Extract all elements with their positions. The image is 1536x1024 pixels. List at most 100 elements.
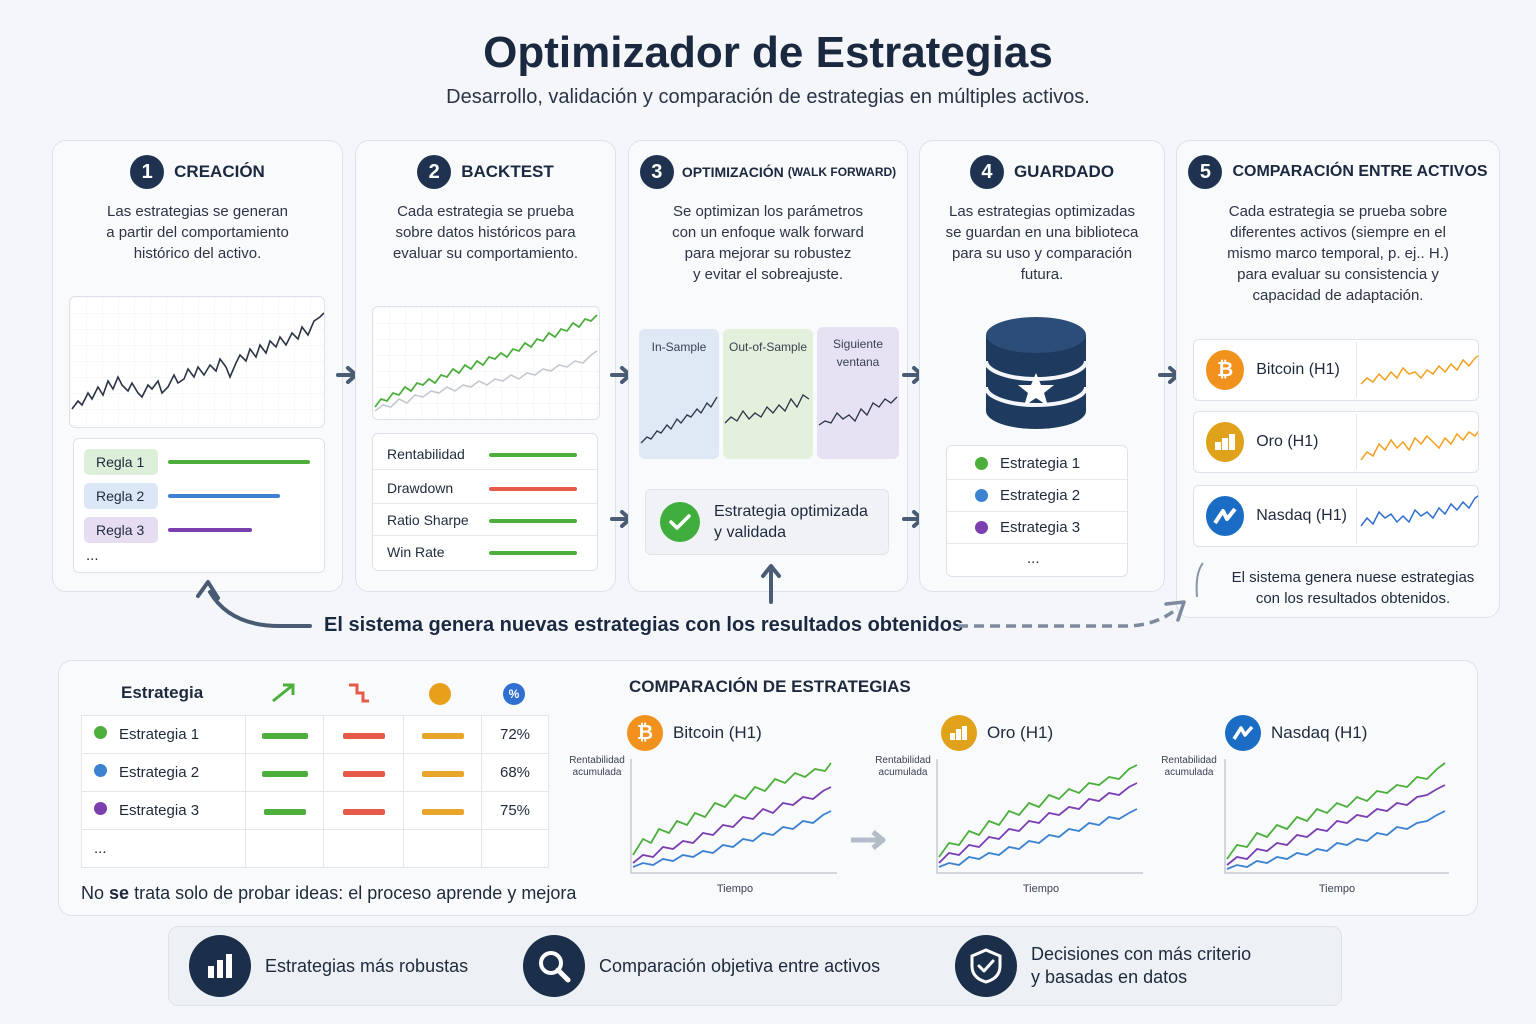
- rule-row: Regla 1: [84, 449, 158, 475]
- benchmark-line: [374, 350, 598, 412]
- metric-bar: [489, 519, 577, 523]
- series-purple: [632, 786, 832, 864]
- chart-asset-header: ₿ Bitcoin (H1): [627, 715, 762, 751]
- strategy-dot: [94, 726, 107, 739]
- strategy-line: [374, 314, 598, 408]
- strategy-dot: [975, 521, 988, 534]
- metric-bar: [342, 733, 385, 739]
- wf-line: [724, 394, 810, 424]
- step-description: Las estrategias optimizadas se guardan e…: [930, 201, 1154, 285]
- comparison-footer: No se trata solo de probar ideas: el pro…: [81, 883, 576, 904]
- strategy-dot: [975, 457, 988, 470]
- step-description: Se optimizan los parámetros con un enfoq…: [639, 201, 897, 285]
- result-line: y validada: [714, 524, 787, 541]
- benefit-line: y basadas en datos: [1031, 967, 1188, 987]
- optimized-result-text: Estrategia optimizada y validada: [714, 501, 868, 543]
- chart-asset-header: Nasdaq (H1): [1225, 715, 1367, 751]
- strategy-dot: [94, 764, 107, 777]
- chart-ylabel: Rentabilidad acumulada: [565, 755, 629, 779]
- wf-window-out-sample: Out-of-Sample: [723, 329, 813, 459]
- benefit-item: Decisiones con más criterio y basadas en…: [955, 927, 1251, 1005]
- asset-chart: ₿ Bitcoin (H1) Rentabilidad acumulada Ti…: [565, 713, 845, 903]
- metric-cell: [403, 791, 482, 830]
- asset-label: Oro (H1): [1256, 433, 1319, 450]
- ratio-icon: [429, 683, 451, 705]
- metric-label: Drawdown: [387, 479, 454, 496]
- benefits-bar: Estrategias más robustas Comparación obj…: [168, 926, 1342, 1006]
- asset-chart: Oro (H1) Rentabilidad acumulada Tiempo: [871, 713, 1151, 903]
- metric-cell: [245, 715, 324, 754]
- desc-line: a partir del comportamiento: [106, 224, 289, 241]
- benefit-label: Decisiones con más criterio y basadas en…: [1031, 943, 1251, 989]
- metric-bar: [421, 733, 464, 739]
- table-header-label: Estrategia: [121, 683, 204, 702]
- step-number: 4: [969, 155, 1004, 189]
- page-subtitle: Desarrollo, validación y comparación de …: [446, 86, 1090, 108]
- metric-bar: [342, 809, 385, 815]
- step-number: 3: [639, 155, 674, 189]
- series-blue: [938, 808, 1138, 868]
- step-number: 5: [1188, 155, 1223, 189]
- table-row: Estrategia 3 75%: [81, 791, 549, 830]
- metric-bar: [263, 809, 306, 815]
- desc-line: Cada estrategia se prueba: [397, 203, 574, 220]
- metric-bar: [489, 453, 577, 457]
- loop-back-arrow-icon: [196, 580, 312, 628]
- strategy-name: Estrategia 2: [119, 764, 200, 781]
- ylabel-line: acumulada: [878, 767, 928, 778]
- step-header: 3 OPTIMIZACIÓN (WALK FORWARD): [629, 155, 907, 189]
- metric-bar: [342, 771, 385, 777]
- step-comparacion-card: 5 COMPARACIÓN ENTRE ACTIVOS Cada estrate…: [1176, 140, 1500, 618]
- loop-note: El sistema genera nuevas estrategias con…: [324, 614, 964, 636]
- desc-line: histórico del activo.: [133, 245, 262, 262]
- footer-text: trata solo de probar ideas: el proceso a…: [134, 883, 577, 903]
- series-blue: [1226, 810, 1446, 870]
- series-purple: [1226, 784, 1446, 866]
- step-header: 4 GUARDADO: [920, 155, 1164, 189]
- benefit-item: Estrategias más robustas: [189, 927, 468, 1005]
- library-row: Estrategia 3: [947, 512, 1127, 544]
- step-title: COMPARACIÓN ENTRE ACTIVOS: [1232, 163, 1488, 180]
- loop-note-step5: El sistema genera nuese estrategias con …: [1213, 567, 1493, 609]
- step-header: 5 COMPARACIÓN ENTRE ACTIVOS: [1177, 155, 1499, 189]
- desc-line: para evaluar su consistencia y: [1237, 266, 1439, 283]
- page-title: Optimizador de Estrategias: [483, 28, 1053, 77]
- ylabel-line: acumulada: [1164, 767, 1214, 778]
- asset-sparkline: [1355, 488, 1478, 544]
- series-blue: [632, 810, 832, 868]
- metric-row: Ratio Sharpe: [373, 504, 597, 536]
- wf-window-label: Siguiente ventana: [832, 337, 884, 369]
- chart-svg: [936, 759, 1143, 874]
- benefit-label: Comparación objetiva entre activos: [599, 955, 881, 976]
- chart-asset-label: Bitcoin (H1): [673, 723, 762, 742]
- step-title-small: (WALK FORWARD): [787, 165, 897, 179]
- step-title: BACKTEST: [461, 162, 554, 181]
- wf-line: [640, 396, 718, 444]
- step-header: 2 BACKTEST: [356, 155, 615, 189]
- step-description: Las estrategias se generan a partir del …: [63, 201, 332, 264]
- metric-cell: [403, 829, 482, 868]
- step-title: GUARDADO: [1013, 162, 1115, 181]
- percent-icon: %: [503, 683, 525, 705]
- metric-cell: [245, 829, 324, 868]
- metric-row: Win Rate: [373, 536, 597, 568]
- metric-cell: [245, 753, 324, 792]
- strategy-name-cell: Estrategia 2: [81, 753, 246, 792]
- step-number: 1: [130, 155, 165, 189]
- table-row: Estrategia 2 68%: [81, 753, 549, 792]
- desc-line: diferentes activos (siempre en el: [1230, 224, 1446, 241]
- rule-label: Regla 3: [96, 522, 145, 538]
- desc-line: mismo marco temporal, p. ej.. H.): [1227, 245, 1449, 262]
- database-star-icon: [984, 317, 1088, 429]
- shield-check-icon: [955, 935, 1017, 997]
- asset-chart: Nasdaq (H1) Rentabilidad acumulada Tiemp…: [1157, 713, 1457, 903]
- metric-bar: [489, 551, 577, 555]
- asset-sparkline: [1355, 342, 1478, 398]
- rule-row: Regla 2: [84, 483, 158, 509]
- ylabel-line: Rentabilidad: [875, 755, 931, 766]
- gold-icon: [1206, 422, 1245, 462]
- curve-bracket-icon: [1195, 562, 1204, 598]
- metric-cell: [403, 753, 482, 792]
- metric-bar: [421, 809, 464, 815]
- loop-note-line: El sistema genera nuese estrategias: [1231, 569, 1475, 586]
